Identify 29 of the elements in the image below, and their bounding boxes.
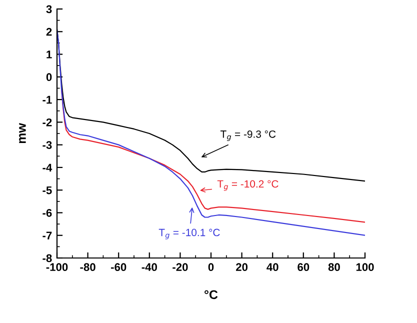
y-tick-label: -4 xyxy=(42,164,52,172)
annotation: T$_{g}$ = -9.3 °C xyxy=(220,130,276,141)
y-tick-label: -6 xyxy=(42,208,52,217)
x-tick-label: 20 xyxy=(236,263,248,272)
y-tick-label: 0 xyxy=(46,73,52,82)
y-axis-title: mw xyxy=(19,123,26,144)
y-tick-label: -8 xyxy=(42,254,52,262)
y-tick-label: -7 xyxy=(42,232,52,240)
line-series xyxy=(61,90,365,223)
y-tick-label: -5 xyxy=(42,186,52,194)
x-tick-label: -100 xyxy=(46,263,68,272)
x-tick-label: -60 xyxy=(111,263,126,272)
x-axis-title: °C xyxy=(204,290,218,300)
x-tick-label: 100 xyxy=(356,263,374,272)
x-tick-label: 60 xyxy=(298,263,310,272)
y-tick-label: -3 xyxy=(42,141,52,149)
y-tick-label: -2 xyxy=(42,118,52,126)
x-tick-label: -40 xyxy=(142,263,157,272)
x-tick-label: -80 xyxy=(80,263,96,272)
x-tick-label: -20 xyxy=(172,263,188,272)
x-tick-label: 40 xyxy=(266,263,278,272)
annotation: T$_{g}$ = -10.2 °C xyxy=(217,180,278,191)
y-tick-label: -1 xyxy=(42,96,52,104)
y-tick-label: 2 xyxy=(46,28,52,36)
x-tick-label: 80 xyxy=(328,263,340,272)
y-tick-label: 3 xyxy=(46,5,52,14)
x-tick-label: 0 xyxy=(208,263,214,272)
annotation: T$_{g}$ = -10.1 °C xyxy=(158,228,220,240)
y-tick-label: 1 xyxy=(46,50,52,58)
